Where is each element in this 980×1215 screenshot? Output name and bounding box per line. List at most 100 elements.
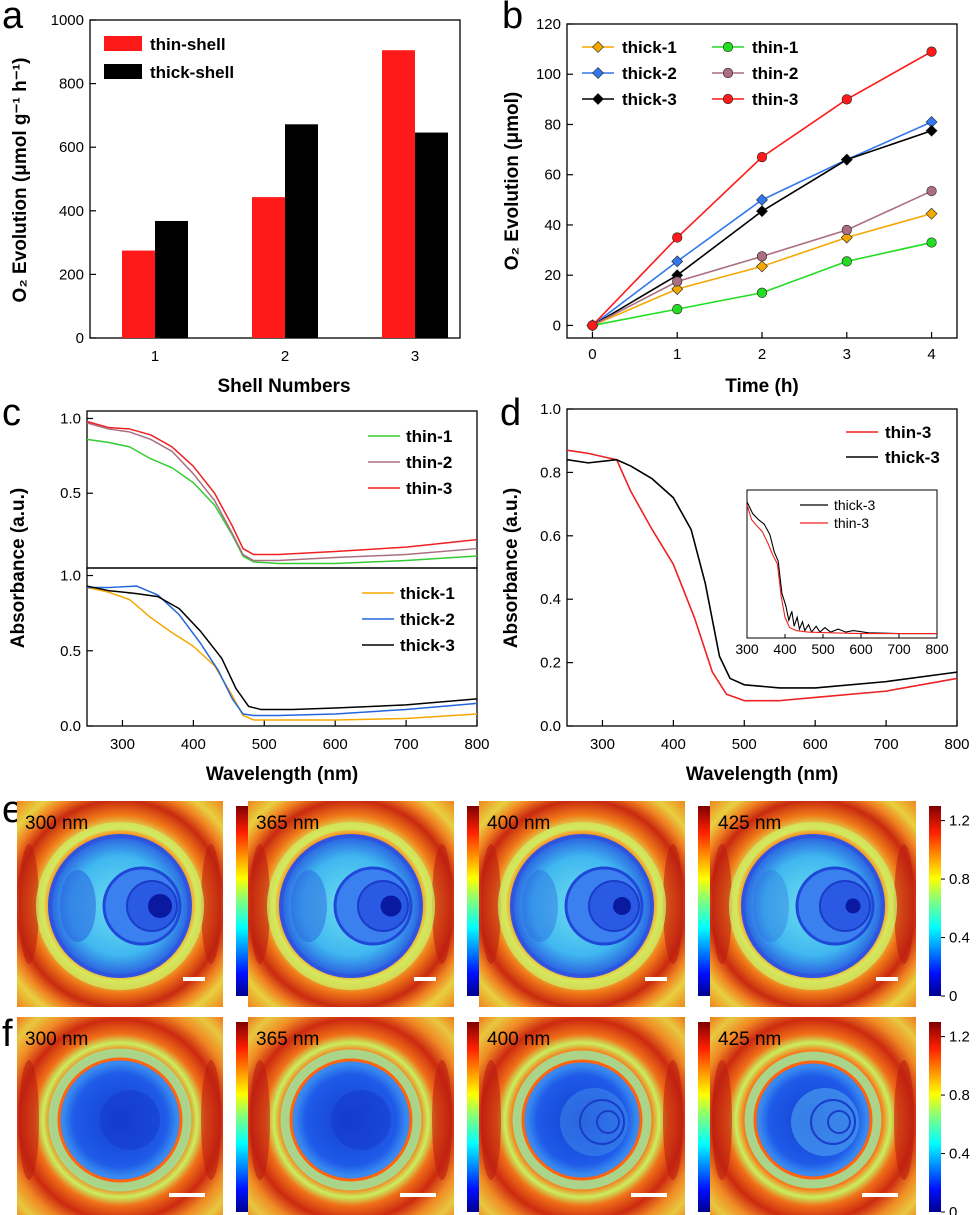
colorbar-tick-label: 0 bbox=[949, 988, 957, 1005]
panel-c-y-ticks: 0.5 1.0 0.0 0.5 1.0 bbox=[60, 410, 93, 735]
colorbar bbox=[929, 806, 941, 996]
panel-c-x-ticks: 300 400 500 600 700 800 bbox=[110, 720, 490, 753]
panel-d: d 0.0 0.2 0.4 0.6 0.8 1.0 300 400 500 600 700 800 … bbox=[500, 392, 970, 785]
y-tick-label: 0.5 bbox=[60, 643, 81, 660]
y-tick-label: 20 bbox=[544, 267, 561, 284]
y-tick-label: 80 bbox=[544, 116, 561, 133]
panel-c-y-label: Absorbance (a.u.) bbox=[8, 488, 29, 648]
field-ring bbox=[48, 1048, 192, 1192]
x-tick-label: 500 bbox=[732, 736, 757, 753]
legend-label-thick-3: thick-3 bbox=[622, 90, 677, 109]
bar-thick-shell-3 bbox=[415, 132, 448, 338]
point-thick-1-3 bbox=[840, 231, 853, 244]
series-line-thick-3 bbox=[86, 585, 478, 711]
colorbar-tick-label: 1.2 bbox=[949, 1029, 970, 1046]
panel-label-a: a bbox=[2, 0, 24, 37]
point-thin-1-4 bbox=[926, 237, 937, 248]
panel-a-y-ticks: 0 200 400 600 800 1000 bbox=[51, 12, 96, 347]
panel-label-b: b bbox=[502, 0, 523, 37]
x-tick-label: 300 bbox=[590, 736, 615, 753]
y-tick-label: 200 bbox=[59, 266, 84, 283]
inner-shell bbox=[596, 1110, 620, 1134]
x-tick-label: 500 bbox=[252, 736, 277, 753]
point-thin-3-4 bbox=[926, 46, 937, 57]
field-lobe-right bbox=[663, 1060, 683, 1180]
legend-label-thick-3: thick-3 bbox=[400, 636, 455, 655]
inset-legend-label-thin-3: thin-3 bbox=[834, 515, 869, 531]
point-thick-1-1 bbox=[671, 283, 684, 295]
legend-label-thick-1: thick-1 bbox=[400, 584, 455, 603]
outer-shell bbox=[524, 1062, 640, 1178]
y-tick-label: 40 bbox=[544, 217, 561, 234]
x-tick-label: 2 bbox=[758, 346, 766, 363]
y-tick-label: 800 bbox=[59, 76, 84, 93]
panel-a-x-label: Shell Numbers bbox=[217, 376, 350, 397]
point-thick-3-4 bbox=[925, 124, 938, 137]
point-thin-2-4 bbox=[926, 185, 937, 197]
point-thin-1-1 bbox=[672, 304, 683, 315]
panel-b-legend: thick-1 thick-2 thick-3 thin-1 thin-2 thin-3 bbox=[582, 38, 798, 109]
x-tick-label: 3 bbox=[843, 346, 851, 363]
legend-label-thin-3: thin-3 bbox=[406, 479, 452, 498]
x-tick-label: 0 bbox=[588, 346, 596, 363]
y-tick-label: 1.0 bbox=[540, 401, 561, 418]
field-map-f-1: 365 nm bbox=[248, 1017, 479, 1215]
point-thin-2-2 bbox=[756, 251, 768, 262]
scale-bar bbox=[400, 1193, 436, 1197]
colorbar-tick-label: 0.4 bbox=[949, 1146, 970, 1163]
field-lobe-left bbox=[250, 844, 270, 964]
legend-label-thick-1: thick-1 bbox=[622, 38, 677, 57]
scale-bar bbox=[183, 977, 205, 981]
core bbox=[613, 897, 631, 915]
scale-bar bbox=[645, 977, 667, 981]
y-tick-label: 0.4 bbox=[540, 591, 561, 608]
legend-label-thick-2: thick-2 bbox=[400, 610, 455, 629]
x-tick-label: 600 bbox=[323, 736, 348, 753]
panel-d-x-ticks: 300 400 500 600 700 800 bbox=[590, 720, 970, 753]
y-tick-label: 0.0 bbox=[540, 718, 561, 735]
colorbar-tick-label: 0 bbox=[949, 1204, 957, 1215]
x-tick-label: 400 bbox=[181, 736, 206, 753]
panel-d-frame bbox=[566, 408, 958, 727]
bar-thick-shell-2 bbox=[285, 124, 318, 338]
x-tick-label: 4 bbox=[927, 346, 935, 363]
bar-thin-shell-2 bbox=[252, 197, 285, 338]
field-lobe-left bbox=[481, 1060, 501, 1180]
field-ring bbox=[729, 822, 897, 990]
point-thin-1-3 bbox=[841, 256, 852, 267]
legend-swatch-thin-shell bbox=[104, 36, 142, 51]
field-ring bbox=[280, 1049, 422, 1191]
point-thin-3-1 bbox=[672, 232, 683, 243]
point-thick-2-2 bbox=[756, 193, 768, 206]
legend-marker-thin-2 bbox=[722, 67, 734, 79]
point-thick-2-1 bbox=[671, 255, 684, 268]
panel-c: c 0.5 1.0 0.0 0.5 1.0 300 400 500 600 700 800 Wav… bbox=[2, 392, 490, 785]
field-lobe-right bbox=[894, 1060, 914, 1180]
legend-swatch-thick-shell bbox=[104, 64, 142, 79]
legend-marker-thick-3 bbox=[592, 93, 604, 105]
wavelength-label: 400 nm bbox=[487, 1029, 550, 1050]
shell-shadow bbox=[753, 870, 789, 942]
series-line-thin-1 bbox=[86, 438, 478, 565]
panel-d-legend: thin-3 thick-3 bbox=[846, 423, 940, 467]
field-map-e-1: 365 nm bbox=[248, 801, 479, 1007]
point-thin-3-2 bbox=[756, 152, 768, 163]
core bbox=[380, 895, 402, 917]
inset-x-tick-label: 300 bbox=[735, 641, 759, 657]
field-lobe-right bbox=[663, 844, 683, 964]
inner-shell bbox=[827, 1110, 851, 1134]
inner-shell bbox=[100, 1090, 160, 1150]
legend-label-thick-3: thick-3 bbox=[885, 448, 940, 467]
inset-x-tick-label: 500 bbox=[811, 641, 835, 657]
core bbox=[845, 898, 861, 914]
panel-b-series bbox=[586, 46, 938, 332]
x-tick-label: 1 bbox=[673, 346, 681, 363]
y-tick-label: 1.0 bbox=[60, 568, 81, 585]
field-lobe-left bbox=[481, 844, 501, 964]
panel-b-y-ticks: 0 20 40 60 80 100 120 bbox=[536, 16, 573, 334]
scale-bar bbox=[414, 977, 436, 981]
panel-d-series bbox=[566, 449, 958, 702]
series-line-thin-3 bbox=[86, 420, 478, 556]
inset-x-tick-label: 600 bbox=[849, 641, 873, 657]
